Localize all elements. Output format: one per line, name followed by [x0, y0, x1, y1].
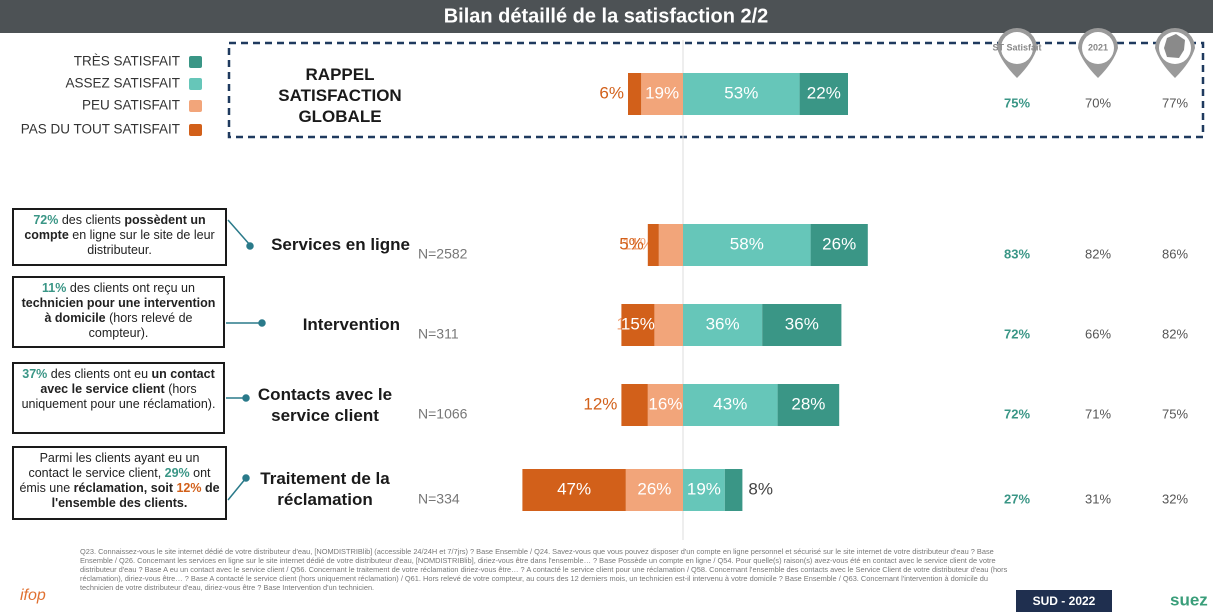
sample-size: N=334 — [418, 491, 460, 507]
value-label: 26% — [822, 234, 856, 253]
summary-value: 70% — [1085, 95, 1111, 110]
value-label: 26% — [637, 479, 671, 498]
legend-swatch — [189, 124, 202, 136]
bar-segment — [654, 304, 683, 346]
column-header: ST Satisfait — [992, 42, 1041, 52]
summary-value: 75% — [1162, 406, 1188, 421]
value-label: 36% — [785, 314, 819, 333]
callout: 11% des clients ont reçu un technicien p… — [12, 276, 225, 348]
value-label: 19% — [687, 479, 721, 498]
summary-value: 27% — [1004, 491, 1030, 506]
summary-value: 72% — [1004, 406, 1030, 421]
value-label: 28% — [791, 394, 825, 413]
legend-swatch — [189, 78, 202, 90]
legend-label: TRÈS SATISFAIT — [74, 54, 180, 69]
summary-value: 31% — [1085, 491, 1111, 506]
legend-label: PEU SATISFAIT — [82, 98, 180, 113]
value-label: 43% — [713, 394, 747, 413]
logo-ifop: ifop — [20, 587, 46, 604]
value-label: 22% — [807, 83, 841, 102]
value-label: 6% — [599, 83, 624, 102]
value-label: 12% — [583, 394, 617, 413]
value-label: 8% — [748, 479, 773, 498]
summary-value: 72% — [1004, 326, 1030, 341]
category-label: Contacts avec le service client — [240, 384, 410, 426]
bar-segment — [725, 469, 743, 511]
value-label: 5% — [619, 234, 644, 253]
category-label: RAPPEL SATISFACTION GLOBALE — [265, 64, 415, 127]
column-icons — [997, 28, 1195, 78]
value-label: 47% — [557, 479, 591, 498]
edition: SUD - 2022 — [1033, 594, 1096, 608]
column-header: 2021 — [1088, 42, 1108, 52]
legend-label: PAS DU TOUT SATISFAIT — [21, 122, 180, 137]
footnote: Q23. Connaissez-vous le site internet dé… — [80, 547, 1015, 592]
callout: 72% des clients possèdent un compte en l… — [12, 208, 227, 266]
legend-label: ASSEZ SATISFAIT — [65, 76, 180, 91]
summary-value: 75% — [1004, 95, 1030, 110]
bar-segment — [659, 224, 683, 266]
category-label: Services en ligne — [210, 234, 410, 255]
value-label: 16% — [648, 394, 682, 413]
bar-segment — [621, 384, 647, 426]
callout: 37% des clients ont eu un contact avec l… — [12, 362, 225, 434]
slide: Bilan détaillé de la satisfaction 2/2 SU… — [0, 0, 1213, 612]
value-label: 19% — [645, 83, 679, 102]
bar-segment — [628, 73, 641, 115]
summary-value: 32% — [1162, 491, 1188, 506]
summary-value: 86% — [1162, 246, 1188, 261]
value-label: 36% — [706, 314, 740, 333]
summary-value: 83% — [1004, 246, 1030, 261]
sample-size: N=1066 — [418, 406, 468, 422]
legend-swatch — [189, 100, 202, 112]
chart-title: Bilan détaillé de la satisfaction 2/2 — [444, 5, 769, 27]
bar-segment — [648, 224, 659, 266]
value-label: 53% — [724, 83, 758, 102]
category-label: Intervention — [210, 314, 400, 335]
category-label: Traitement de la réclamation — [240, 468, 410, 510]
legend-swatch — [189, 56, 202, 68]
callout: Parmi les clients ayant eu un contact le… — [12, 446, 227, 520]
summary-value: 71% — [1085, 406, 1111, 421]
summary-value: 77% — [1162, 95, 1188, 110]
connectors — [226, 220, 265, 500]
summary-value: 82% — [1085, 246, 1111, 261]
sample-size: N=311 — [418, 326, 459, 342]
logo-suez: suez — [1170, 590, 1208, 609]
sample-size: N=2582 — [418, 246, 468, 262]
summary-value: 82% — [1162, 326, 1188, 341]
value-label: 15% — [621, 314, 655, 333]
value-label: 58% — [730, 234, 764, 253]
summary-value: 66% — [1085, 326, 1111, 341]
